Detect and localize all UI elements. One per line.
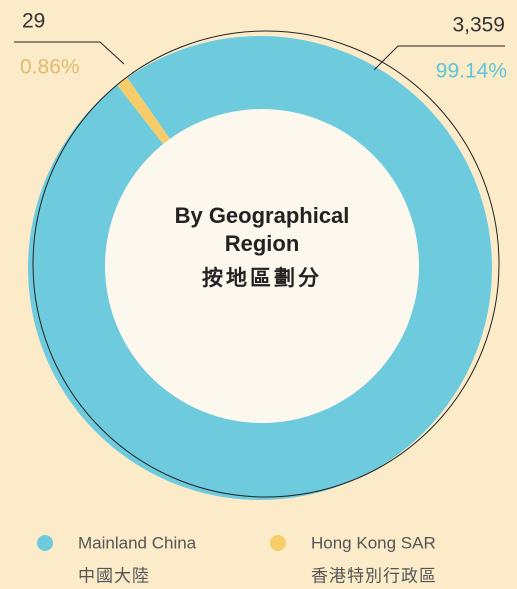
legend-swatch <box>270 535 286 551</box>
center-label: By Geographical Region 按地區劃分 <box>137 202 387 292</box>
leader-line <box>14 41 125 65</box>
legend: Mainland China 中國大陸 Hong Kong SAR 香港特別行政區 <box>37 533 437 585</box>
legend-label-zh: 中國大陸 <box>78 566 150 585</box>
value-label: 3,359 <box>452 14 505 37</box>
share-label: 99.14% <box>436 60 507 83</box>
chart-title: By Geographical Region <box>174 203 350 256</box>
legend-swatch <box>37 535 53 551</box>
value-label: 29 <box>22 10 45 33</box>
share-label: 0.86% <box>20 56 80 79</box>
leader-line <box>373 45 505 71</box>
legend-label: Mainland China <box>78 533 197 552</box>
donut-hole <box>105 109 419 423</box>
legend-label-zh: 香港特別行政區 <box>311 566 437 585</box>
chart-subtitle: 按地區劃分 <box>202 267 322 290</box>
outline-ring <box>32 30 500 498</box>
legend-label: Hong Kong SAR <box>311 533 436 552</box>
